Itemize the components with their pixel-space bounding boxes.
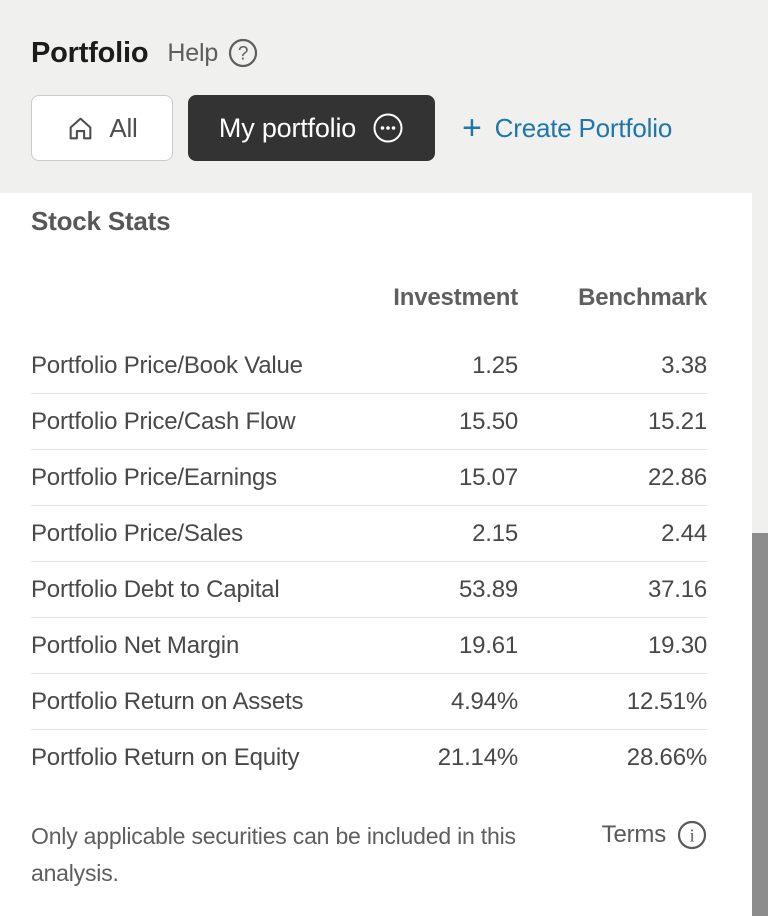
row-label: Portfolio Price/Earnings [31, 463, 277, 491]
table-body: Portfolio Price/Book Value 1.25 3.38 Por… [31, 338, 707, 786]
header-band: Portfolio Help ? All My portfolio [0, 0, 768, 193]
row-label: Portfolio Net Margin [31, 631, 240, 659]
scrollbar-thumb[interactable] [752, 533, 768, 916]
all-button-label: All [109, 112, 138, 143]
home-icon [66, 114, 95, 143]
row-label: Portfolio Return on Equity [31, 744, 300, 771]
table-row: Portfolio Price/Cash Flow 15.50 15.21 [31, 394, 707, 450]
all-portfolios-button[interactable]: All [31, 95, 173, 161]
help-question-icon[interactable]: ? [228, 38, 258, 68]
stock-stats-section: Stock Stats Investment Benchmark Portfol… [0, 206, 768, 892]
row-label: Portfolio Debt to Capital [31, 575, 280, 603]
table-row: Portfolio Return on Equity 21.14% 28.66% [31, 730, 707, 786]
investment-column-header: Investment [393, 284, 518, 311]
benchmark-value: 15.21 [647, 407, 707, 435]
ellipsis-menu-icon[interactable] [372, 112, 404, 144]
benchmark-value: 12.51% [626, 687, 707, 715]
portfolio-toolbar: All My portfolio + Create Portfolio [31, 95, 737, 161]
scrollbar-track[interactable] [752, 193, 768, 916]
benchmark-value: 22.86 [647, 463, 707, 491]
disclaimer-note: Only applicable securities can be includ… [31, 823, 516, 886]
investment-value: 4.94% [450, 687, 518, 715]
investment-value: 15.50 [458, 407, 518, 435]
table-row: Portfolio Price/Book Value 1.25 3.38 [31, 338, 707, 394]
benchmark-value: 3.38 [661, 351, 707, 379]
investment-value: 21.14% [437, 744, 518, 771]
benchmark-value: 37.16 [647, 575, 707, 603]
info-icon[interactable]: i [677, 820, 707, 850]
plus-icon: + [462, 109, 482, 147]
help-label[interactable]: Help [167, 38, 219, 67]
my-portfolio-button[interactable]: My portfolio [188, 95, 435, 161]
investment-value: 1.25 [472, 351, 518, 379]
section-title: Stock Stats [31, 206, 171, 236]
investment-value: 15.07 [458, 463, 518, 491]
investment-value: 53.89 [458, 575, 518, 603]
page-title: Portfolio [31, 36, 149, 69]
table-row: Portfolio Net Margin 19.61 19.30 [31, 618, 707, 674]
investment-value: 19.61 [458, 631, 518, 659]
my-portfolio-label: My portfolio [218, 112, 357, 143]
table-header-row: Investment Benchmark [31, 284, 707, 312]
stock-stats-table: Investment Benchmark Portfolio Price/Boo… [31, 284, 707, 786]
svg-text:i: i [690, 826, 695, 846]
create-portfolio-button[interactable]: + Create Portfolio [462, 111, 672, 145]
svg-text:?: ? [238, 44, 248, 65]
row-label: Portfolio Return on Assets [31, 687, 304, 715]
table-row: Portfolio Price/Earnings 15.07 22.86 [31, 450, 707, 506]
terms-link[interactable]: Terms i [602, 820, 707, 850]
benchmark-value: 19.30 [647, 631, 707, 659]
table-row: Portfolio Price/Sales 2.15 2.44 [31, 506, 707, 562]
row-label: Portfolio Price/Cash Flow [31, 407, 296, 435]
benchmark-value: 28.66% [626, 744, 707, 771]
terms-label[interactable]: Terms [601, 821, 667, 848]
benchmark-column-header: Benchmark [578, 284, 707, 311]
table-row: Portfolio Debt to Capital 53.89 37.16 [31, 562, 707, 618]
row-label: Portfolio Price/Book Value [31, 351, 303, 379]
create-portfolio-label: Create Portfolio [494, 112, 673, 143]
help-link[interactable]: Help ? [167, 38, 258, 68]
row-label: Portfolio Price/Sales [31, 519, 243, 547]
table-footer: Only applicable securities can be includ… [31, 818, 707, 892]
investment-value: 2.15 [472, 519, 518, 547]
title-row: Portfolio Help ? [31, 36, 737, 70]
table-row: Portfolio Return on Assets 4.94% 12.51% [31, 674, 707, 730]
benchmark-value: 2.44 [661, 519, 707, 547]
